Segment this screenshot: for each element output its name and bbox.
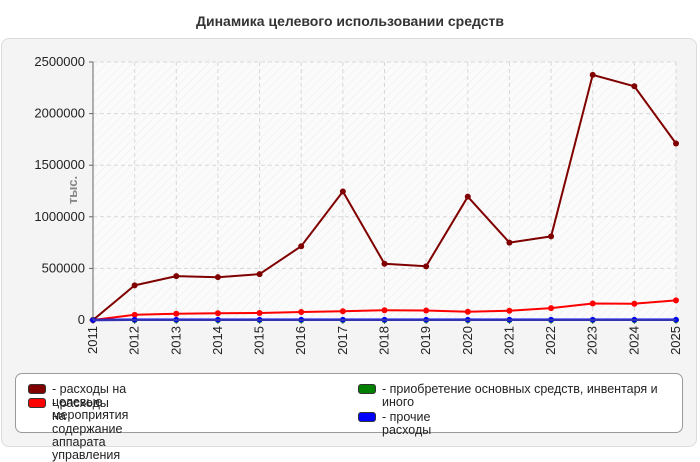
y-axis-ticks: 0 500000 1000000 1500000 2000000 2500000 [34,54,93,327]
legend-swatch-target-expenses [28,384,46,394]
x-tick-label: 2019 [418,326,433,355]
x-tick-label: 2025 [668,326,683,355]
y-tick-label: 2000000 [34,106,85,121]
legend: - расходы на целевые мероприятия - расхо… [15,373,683,433]
data-point [298,243,304,249]
data-point [423,263,429,269]
data-point [548,233,554,239]
data-point [382,261,388,267]
data-point [673,297,679,303]
data-point [590,300,596,306]
data-point [132,282,138,288]
legend-label-admin-expenses: - расходы на содержание аппарата управле… [52,397,122,462]
x-tick-label: 2016 [293,326,308,355]
y-tick-label: 0 [78,312,85,327]
data-point [257,310,263,316]
legend-swatch-admin-expenses [28,398,46,408]
data-point [340,308,346,314]
y-axis-label: тыс. [65,176,80,204]
x-tick-label: 2013 [168,326,183,355]
data-point [465,194,471,200]
data-point [631,83,637,89]
data-point [465,309,471,315]
legend-label-other-expenses: - прочие расходы [382,411,431,437]
legend-swatch-other-expenses [358,412,376,422]
data-point [423,308,429,314]
x-tick-label: 2015 [252,326,267,355]
data-point [382,307,388,313]
data-point [631,301,637,307]
data-point [548,305,554,311]
data-point [590,72,596,78]
y-tick-label: 1500000 [34,157,85,172]
data-point [340,189,346,195]
x-tick-label: 2017 [335,326,350,355]
y-tick-label: 1000000 [34,209,85,224]
data-point [673,141,679,147]
data-point [215,274,221,280]
data-point [506,308,512,314]
legend-swatch-fixed-assets [358,384,376,394]
y-tick-label: 2500000 [34,54,85,69]
data-point [298,309,304,315]
data-point [506,240,512,246]
data-point [257,271,263,277]
x-tick-label: 2024 [626,326,641,355]
x-tick-label: 2011 [85,326,100,354]
data-point [215,310,221,316]
data-point [173,273,179,279]
data-point [173,311,179,317]
x-tick-label: 2022 [543,326,558,355]
x-tick-label: 2020 [460,326,475,355]
x-tick-label: 2012 [127,326,142,355]
x-tick-label: 2014 [210,326,225,355]
legend-label-fixed-assets: - приобретение основных средств, инвента… [382,383,682,409]
x-axis-ticks: 2011 2012 2013 2014 2015 2016 2017 2018 2019 2020… [85,320,683,355]
y-tick-label: 500000 [42,260,85,275]
x-tick-label: 2023 [585,326,600,355]
x-tick-label: 2021 [501,326,516,355]
x-tick-label: 2018 [377,326,392,355]
